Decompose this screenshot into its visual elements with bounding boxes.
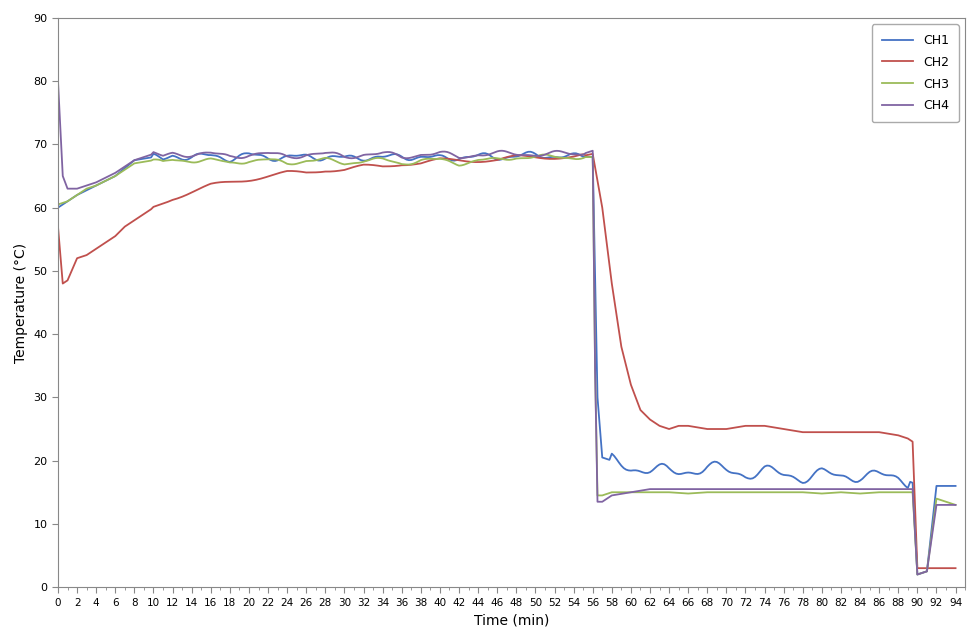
CH1	[348, 153, 360, 160]
Y-axis label: Temperature (°C): Temperature (°C)	[14, 242, 27, 363]
CH3	[153, 156, 164, 163]
CH4	[350, 154, 362, 162]
CH2	[350, 162, 362, 170]
CH3	[169, 156, 181, 164]
CH3	[348, 159, 360, 167]
CH3	[670, 489, 682, 497]
CH1	[670, 470, 682, 478]
CH4	[153, 150, 164, 158]
CH1	[169, 153, 181, 160]
CH2	[911, 564, 922, 572]
Line: CH3: CH3	[58, 154, 955, 574]
CH2	[586, 150, 598, 158]
CH3	[911, 570, 922, 578]
CH2	[670, 423, 682, 431]
CH2	[348, 163, 360, 171]
Line: CH4: CH4	[58, 81, 955, 574]
CH1	[911, 570, 922, 578]
CH4	[348, 154, 360, 162]
CH2	[934, 564, 946, 572]
CH4	[667, 485, 679, 493]
CH1	[949, 482, 960, 490]
CH1	[153, 153, 164, 160]
CH2	[169, 196, 181, 203]
CH1	[524, 148, 536, 156]
CH4	[949, 501, 960, 509]
CH2	[52, 223, 64, 231]
CH3	[52, 201, 64, 208]
CH4	[52, 78, 64, 85]
CH3	[539, 151, 551, 158]
CH2	[153, 201, 164, 209]
Line: CH2: CH2	[58, 154, 955, 568]
CH1	[934, 482, 946, 490]
CH1	[350, 154, 362, 162]
Legend: CH1, CH2, CH3, CH4: CH1, CH2, CH3, CH4	[870, 24, 957, 122]
CH3	[949, 501, 960, 509]
CH4	[911, 570, 922, 578]
X-axis label: Time (min): Time (min)	[473, 613, 549, 627]
CH3	[934, 496, 946, 504]
CH3	[350, 159, 362, 167]
Line: CH1: CH1	[58, 152, 955, 574]
CH4	[169, 149, 181, 157]
CH1	[52, 204, 64, 212]
CH2	[949, 564, 960, 572]
CH4	[932, 501, 944, 509]
